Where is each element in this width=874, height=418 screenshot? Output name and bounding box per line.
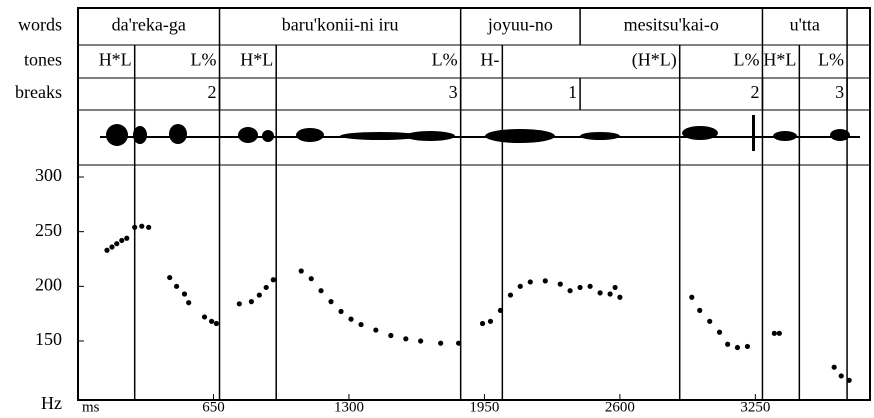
pitch-point [104,247,110,253]
pitch-point [403,336,409,342]
pitch-point [109,244,115,250]
pitch-point [725,341,731,347]
pitch-point [497,307,504,313]
pitch-point [557,281,563,287]
word-label: baru'konii-ni iru [282,15,399,35]
pitch-point [617,294,623,300]
pitch-point [542,278,548,284]
pitch-point [256,292,262,298]
pitch-point [373,327,379,333]
y-tick-label: 300 [35,165,62,185]
pitch-point [507,292,514,298]
pitch-point [236,301,242,307]
pitch-point [707,318,713,324]
pitch-point [689,294,695,300]
pitch-point [167,274,173,281]
tone-label: (H*L) [632,50,677,71]
x-tick-label: 1950 [469,399,499,415]
pitch-point [248,299,255,305]
pitch-point [119,237,125,244]
pitch-point [438,340,444,346]
pitch-point [298,268,304,274]
pitch-point [186,300,192,306]
pitch-point [124,235,130,241]
pitch-point [455,340,462,346]
tone-label: H*L [240,50,273,70]
pitch-point [734,344,741,351]
pitch-point [348,316,354,322]
waveform [100,115,860,151]
pitch-point [318,288,324,294]
pitch-point [208,318,215,324]
pitch-point [776,330,782,336]
break-label: 3 [835,82,844,102]
pitch-point [517,283,523,289]
pitch-point [418,338,424,344]
y-tick-label: 250 [35,220,62,240]
pitch-point [527,279,533,285]
pitch-point [213,320,219,327]
pitch-point [173,283,180,289]
pitch-point [263,284,269,291]
pitch-point [607,291,613,297]
pitch-point [577,284,583,291]
break-label: 2 [750,82,759,102]
pitch-point [201,314,208,320]
tier-name: breaks [15,82,62,102]
pitch-point [338,308,344,315]
tone-label: L% [733,50,759,70]
word-label: da'reka-ga [112,15,186,35]
pitch-point [838,373,844,379]
x-tick-label: 3250 [740,399,770,415]
pitch-point [358,321,364,328]
pitch-point [831,364,837,370]
x-tick-label: 650 [202,399,225,415]
break-label: 1 [568,82,577,102]
tone-label: L% [432,50,458,70]
y-axis-label: Hz [41,393,62,413]
pitch-point [132,224,138,230]
word-label: joyuu-no [487,15,553,35]
x-axis-label: ms [82,399,100,415]
x-tick-label: 1300 [334,399,364,415]
tone-label: H*L [763,50,796,70]
pitch-point [388,332,394,339]
x-tick-label: 2600 [605,399,635,415]
y-tick-label: 150 [35,329,62,349]
pitch-point [771,330,777,336]
pitch-point [487,318,494,324]
pitch-point [697,307,703,313]
word-label: mesitsu'kai-o [624,15,719,35]
pitch-point [612,284,618,291]
tone-label: H*L [99,50,132,70]
pitch-point [846,377,852,383]
break-label: 2 [208,82,217,102]
pitch-point [597,290,603,296]
pitch-point [308,276,314,282]
pitch-point [181,291,188,297]
pitch-point [114,241,120,247]
y-tick-label: 200 [35,274,62,294]
word-label: u'tta [790,15,820,35]
pitch-point [567,288,573,294]
tier-name: words [18,15,62,35]
break-label: 3 [449,82,458,102]
tone-label: H- [480,50,499,70]
pitch-point [328,299,334,305]
pitch-point [587,283,593,289]
frame [77,7,871,401]
tier-name: tones [24,50,62,70]
pitch-point [716,329,723,335]
tone-label: L% [191,50,217,70]
pitch-point [744,343,751,350]
pitch-point [270,277,276,283]
pitch-point [146,224,152,230]
pitch-point [479,320,486,327]
tone-label: L% [818,50,844,70]
pitch-point [139,223,145,229]
